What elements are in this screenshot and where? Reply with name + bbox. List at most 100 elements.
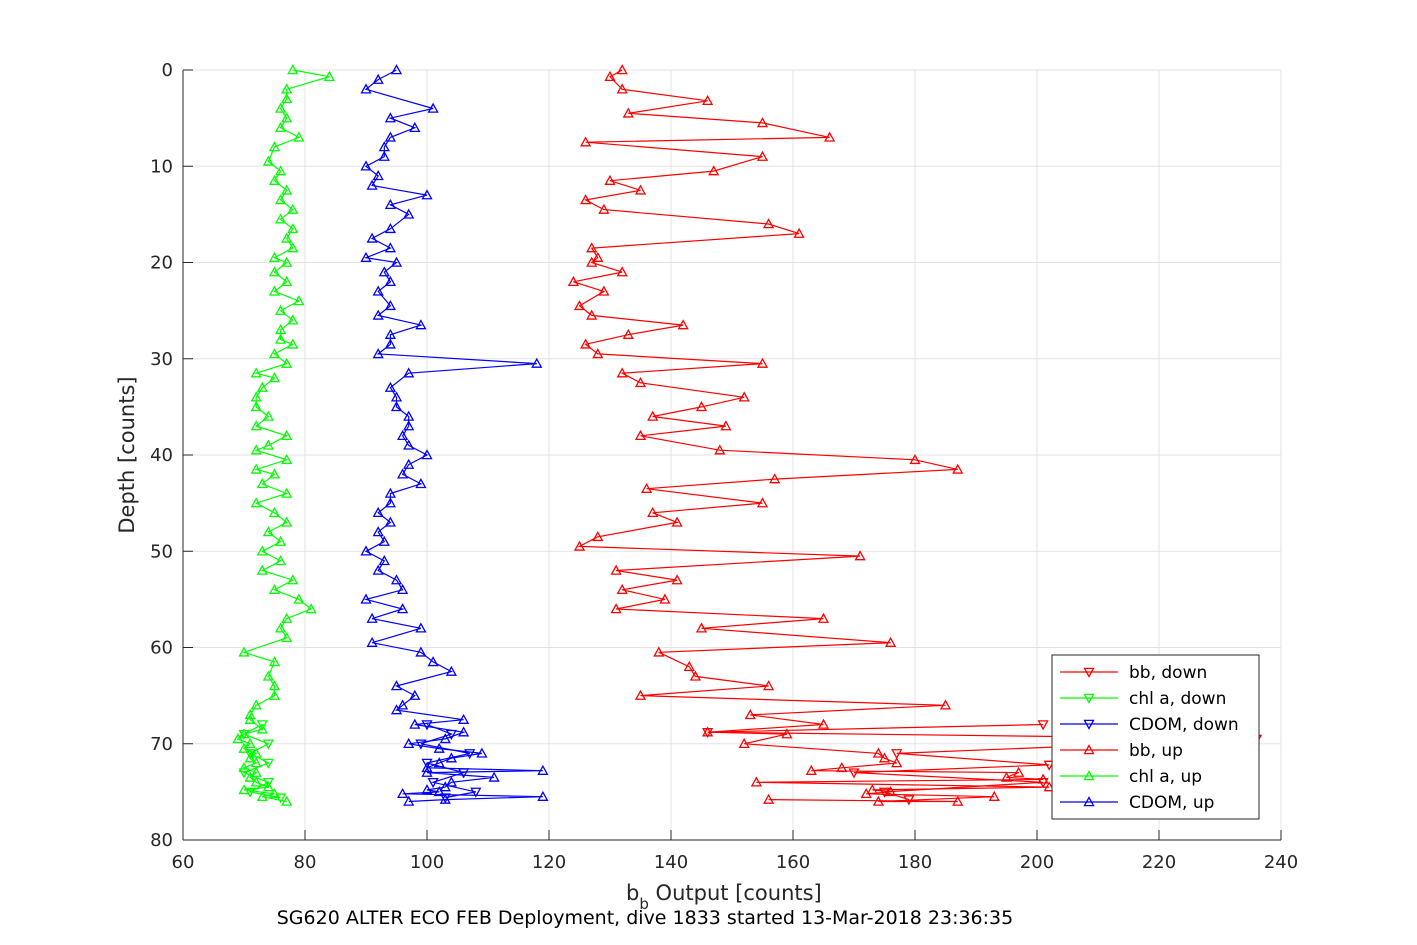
data-point — [415, 319, 427, 330]
data-point — [372, 309, 384, 320]
data-point — [360, 251, 372, 262]
data-point — [281, 357, 293, 368]
data-point — [988, 790, 1000, 801]
legend-entry: bb, up — [1060, 741, 1183, 761]
data-point — [579, 136, 592, 147]
legend-label: chl a, up — [1129, 767, 1202, 787]
data-point — [281, 275, 293, 287]
data-point — [390, 391, 403, 402]
data-point — [293, 131, 305, 142]
legend-label: CDOM, up — [1129, 793, 1214, 813]
data-point — [744, 709, 756, 720]
data-point — [415, 478, 427, 489]
data-point — [256, 381, 268, 392]
data-point — [445, 776, 458, 787]
data-point — [372, 73, 384, 84]
data-point — [250, 463, 262, 474]
data-point — [701, 726, 714, 737]
data-point — [647, 506, 659, 517]
data-point — [250, 420, 262, 431]
legend-swatch-marker — [1083, 770, 1095, 781]
data-point — [244, 749, 256, 760]
data-point — [281, 612, 293, 623]
data-point — [384, 338, 397, 349]
data-point — [396, 468, 409, 479]
data-point — [738, 391, 750, 402]
data-point — [384, 222, 397, 234]
data-point — [531, 357, 543, 368]
data-point — [592, 530, 604, 542]
series-2 — [415, 720, 482, 804]
data-point — [653, 646, 665, 657]
x-axis-label-rest: Output [counts] — [649, 881, 822, 905]
data-point — [403, 458, 415, 469]
data-point — [390, 574, 403, 585]
data-point — [256, 478, 268, 489]
data-point — [378, 535, 390, 546]
data-point — [268, 251, 281, 262]
data-point — [854, 550, 866, 561]
data-point — [262, 410, 275, 421]
data-point — [409, 689, 421, 700]
data-point — [573, 299, 586, 311]
data-point — [244, 771, 256, 782]
x-tick-label: 200 — [1020, 852, 1054, 873]
legend-entry: chl a, down — [1060, 689, 1226, 709]
series-5 — [360, 64, 549, 806]
data-point — [281, 232, 293, 243]
data-point — [378, 141, 390, 152]
data-point — [250, 367, 262, 378]
data-point — [409, 121, 421, 133]
data-point — [427, 102, 439, 113]
legend-entry: bb, down — [1060, 663, 1207, 683]
data-point — [647, 410, 659, 421]
data-point — [817, 718, 830, 729]
data-point — [421, 761, 433, 773]
data-point — [378, 150, 390, 161]
data-point — [671, 574, 683, 585]
data-point — [384, 198, 397, 210]
data-point — [384, 516, 397, 527]
data-point — [537, 764, 549, 775]
data-point — [671, 516, 683, 527]
legend-label: bb, up — [1129, 741, 1183, 761]
data-point — [567, 275, 580, 287]
data-point — [891, 749, 903, 760]
data-point — [250, 776, 262, 787]
data-point — [640, 482, 653, 493]
data-point — [268, 506, 281, 517]
data-point — [287, 574, 299, 585]
data-point — [604, 174, 616, 185]
series-layer — [232, 64, 1263, 806]
data-point — [390, 256, 403, 267]
legend-swatch-marker — [1083, 796, 1095, 807]
data-point — [274, 165, 287, 176]
data-point — [250, 391, 262, 402]
data-point — [439, 781, 451, 792]
data-point — [238, 646, 250, 657]
data-point — [610, 564, 622, 575]
data-point — [384, 299, 397, 311]
data-point — [457, 713, 470, 724]
data-point — [378, 555, 390, 566]
data-point — [415, 646, 427, 657]
data-point — [403, 795, 415, 806]
data-point — [384, 497, 397, 508]
data-point — [952, 463, 964, 474]
data-point — [488, 771, 500, 782]
data-point — [708, 165, 720, 176]
data-point — [268, 174, 281, 185]
data-point — [366, 232, 378, 243]
data-point — [372, 285, 384, 296]
x-tick-label: 140 — [654, 852, 688, 873]
data-point — [470, 787, 482, 798]
data-point — [372, 506, 384, 517]
data-point — [891, 757, 903, 768]
data-point — [872, 795, 885, 806]
data-point — [689, 670, 702, 681]
data-point — [421, 189, 433, 200]
series-3 — [567, 64, 1055, 806]
data-point — [287, 64, 299, 75]
data-point — [360, 593, 372, 604]
